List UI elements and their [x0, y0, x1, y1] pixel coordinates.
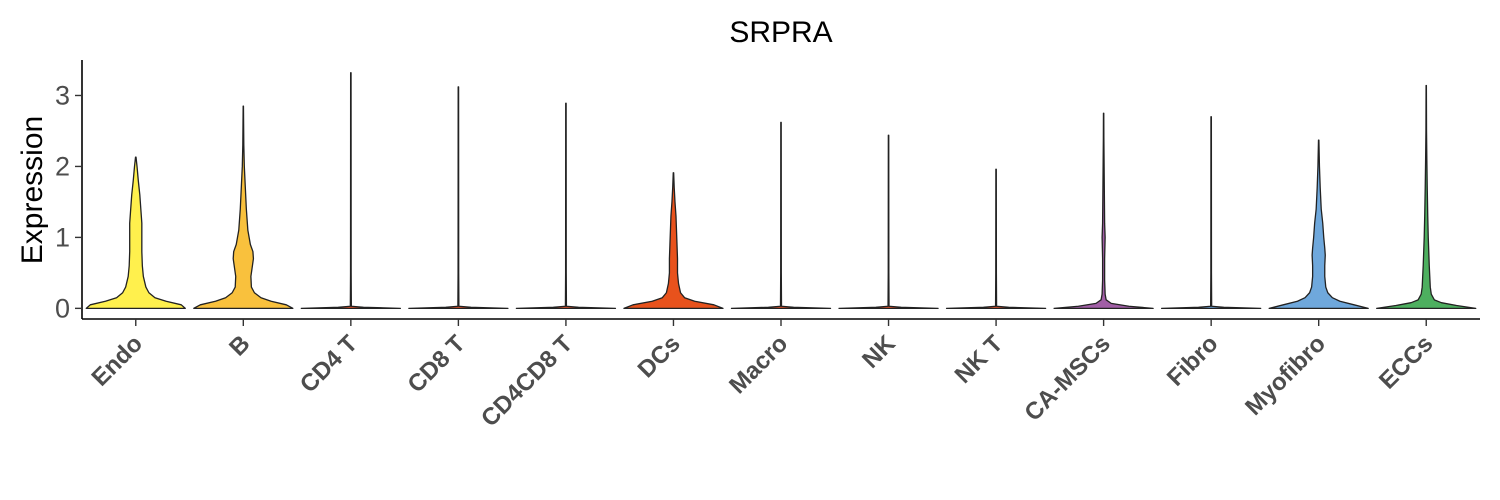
x-tick-label-nk: NK: [857, 330, 901, 374]
violin-fibro: [1160, 116, 1262, 310]
x-tick-label-endo: Endo: [87, 330, 149, 392]
x-tick-label-fibro: Fibro: [1162, 330, 1224, 392]
violin-dcs: [623, 172, 724, 310]
violin-nk-t: [945, 168, 1047, 310]
chart-title: SRPRA: [729, 16, 832, 49]
x-tick-label-cd4cd8-t: CD4CD8 T: [476, 330, 578, 432]
x-tick-label-nk-t: NK T: [950, 330, 1009, 389]
y-tick-label-2: 2: [55, 151, 70, 181]
y-tick-label-1: 1: [55, 222, 70, 252]
x-tick-label-cd4-t: CD4 T: [295, 330, 363, 398]
violin-cd4-t: [300, 72, 402, 310]
violin-cd4cd8-t: [515, 102, 617, 310]
y-axis-ticks: 0 1 2 3: [55, 80, 82, 323]
violin-endo: [85, 156, 186, 310]
violin-myofibro: [1268, 139, 1369, 310]
violin-nk: [838, 134, 939, 310]
y-axis-label: Expression: [16, 116, 49, 264]
x-tick-label-b: B: [224, 330, 255, 361]
x-tick-label-myofibro: Myofibro: [1240, 330, 1331, 421]
x-tick-label-eccs: ECCs: [1374, 330, 1438, 394]
violin-ca-mscs: [1053, 112, 1154, 310]
x-tick-label-ca-mscs: CA-MSCs: [1019, 330, 1115, 426]
x-tick-label-macro: Macro: [724, 330, 793, 399]
violins-layer: [85, 72, 1477, 310]
violin-b: [193, 105, 294, 310]
y-tick-label-3: 3: [55, 80, 70, 110]
y-tick-label-0: 0: [55, 293, 70, 323]
violin-eccs: [1376, 84, 1477, 310]
x-tick-label-cd8-t: CD8 T: [403, 330, 471, 398]
x-tick-label-dcs: DCs: [633, 330, 686, 383]
violin-cd8-t: [408, 86, 509, 310]
x-axis-ticks: Endo B CD4 T CD8 T CD4CD8 T DCs Macro NK NK T CA-…: [87, 319, 1438, 432]
violin-macro: [730, 121, 832, 310]
